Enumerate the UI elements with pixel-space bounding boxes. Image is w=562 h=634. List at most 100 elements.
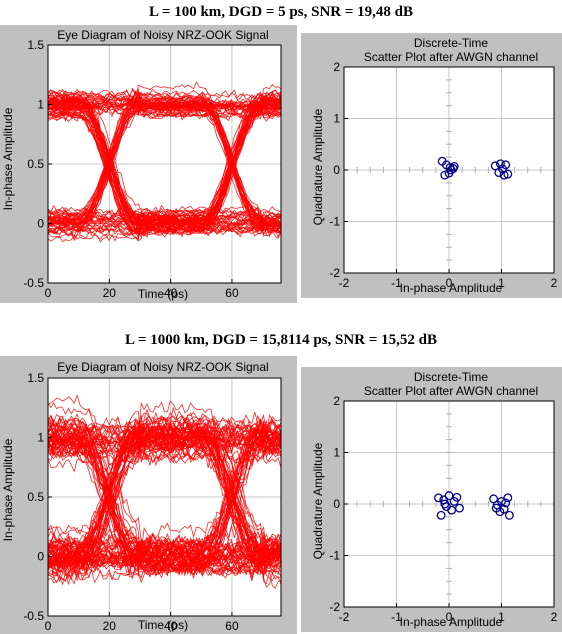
y-tick-label: 0.5 — [27, 490, 44, 504]
plot-border — [343, 400, 555, 608]
eye-trace — [48, 423, 281, 571]
eye-trace — [48, 531, 281, 570]
plot-border — [47, 377, 282, 617]
y-tick-label: -2 — [329, 600, 340, 614]
eye-trace — [48, 220, 281, 235]
eye-trace — [48, 402, 281, 566]
eye-trace — [48, 99, 281, 224]
eye-trace — [48, 114, 281, 241]
chart-title: Eye Diagram of Noisy NRZ-OOK Signal — [57, 28, 268, 42]
eye-trace — [48, 90, 281, 226]
eye-trace — [48, 434, 281, 458]
x-tick-label: -2 — [339, 610, 350, 624]
scatter-point — [440, 499, 450, 509]
plot-border — [343, 66, 555, 274]
eye-trace — [48, 93, 281, 113]
scatter-point — [504, 510, 514, 520]
scatter-point — [501, 498, 511, 508]
y-tick-label: 0 — [333, 163, 340, 177]
scatter-point — [499, 170, 509, 180]
x-tick-label: 0 — [446, 276, 453, 290]
eye-trace — [48, 94, 281, 229]
eye-diagram-chart-1: Eye Diagram of Noisy NRZ-OOK Signal Time… — [1, 28, 282, 301]
eye-trace — [48, 101, 281, 233]
scatter-point — [495, 159, 505, 169]
y-tick-label: -2 — [329, 266, 340, 280]
x-tick-label: 40 — [164, 619, 178, 633]
section-title-2: L = 1000 km, DGD = 15,8114 ps, SNR = 15,… — [125, 332, 437, 348]
eye-trace — [48, 549, 281, 580]
x-tick-label: 0 — [446, 610, 453, 624]
x-axis-label: Time (ps) — [138, 287, 188, 301]
eye-traces — [48, 81, 281, 243]
y-tick-label: 0 — [37, 550, 44, 564]
eye-trace — [48, 427, 281, 568]
chart-title: Eye Diagram of Noisy NRZ-OOK Signal — [57, 360, 268, 374]
y-tick-label: -1 — [329, 215, 340, 229]
eye-trace — [48, 423, 281, 559]
scatter-point — [436, 510, 446, 520]
eye-trace — [48, 430, 281, 455]
x-tick-label: -1 — [391, 610, 402, 624]
scatter-point — [449, 161, 459, 171]
x-axis-label: Time (ps) — [138, 618, 188, 632]
eye-diagram-panel-1: Eye Diagram of Noisy NRZ-OOK Signal Time… — [0, 25, 297, 303]
y-tick-label: 1 — [37, 98, 44, 112]
x-tick-label: 2 — [551, 610, 558, 624]
eye-traces — [48, 394, 281, 589]
scatter-point — [503, 493, 513, 503]
eye-trace — [48, 95, 281, 227]
eye-trace — [48, 529, 281, 569]
scatter-point — [491, 503, 501, 513]
y-axis-label: Quadrature Amplitude — [311, 108, 325, 225]
scatter-plot-panel-1: Discrete-Time Scatter Plot after AWGN ch… — [301, 33, 562, 298]
plot-border — [47, 44, 282, 284]
y-tick-label: 0 — [333, 497, 340, 511]
scatter-point — [501, 160, 511, 170]
eye-trace — [48, 83, 281, 239]
eye-trace — [48, 415, 281, 574]
eye-trace — [48, 431, 281, 567]
scatter-point — [503, 169, 513, 179]
eye-trace — [48, 432, 281, 561]
eye-trace — [48, 414, 281, 545]
scatter-point — [434, 493, 443, 503]
scatter-point — [440, 170, 450, 180]
y-tick-label: 0.5 — [27, 157, 44, 171]
x-axis-label: In-phase Amplitude — [400, 281, 503, 295]
eye-trace — [48, 213, 281, 242]
scatter-point — [447, 505, 457, 515]
scatter-plot-panel-2: Discrete-Time Scatter Plot after AWGN ch… — [301, 367, 562, 632]
eye-diagram-panel-2: Eye Diagram of Noisy NRZ-OOK Signal Time… — [0, 356, 297, 634]
scatter-point — [452, 492, 462, 502]
scatter-point — [490, 161, 500, 171]
eye-trace — [48, 99, 281, 226]
y-tick-label: 0 — [37, 217, 44, 231]
eye-trace — [48, 435, 281, 563]
x-tick-label: 40 — [164, 286, 178, 300]
y-tick-label: 1 — [333, 446, 340, 460]
scatter-point — [455, 503, 464, 513]
eye-trace — [48, 400, 281, 563]
x-tick-label: 20 — [103, 286, 117, 300]
eye-trace — [48, 210, 281, 236]
y-tick-label: 2 — [333, 394, 340, 408]
eye-trace — [48, 97, 281, 230]
y-tick-label: 1 — [333, 112, 340, 126]
eye-trace — [48, 97, 281, 110]
eye-trace — [48, 93, 281, 235]
x-tick-label: 0 — [45, 619, 52, 633]
y-tick-label: -0.5 — [23, 276, 44, 290]
y-tick-label: -0.5 — [23, 609, 44, 623]
section-title-1: L = 100 km, DGD = 5 ps, SNR = 19,48 dB — [148, 4, 414, 20]
x-tick-label: 20 — [103, 619, 117, 633]
y-tick-label: 2 — [333, 60, 340, 74]
eye-trace — [48, 425, 281, 569]
x-tick-label: 1 — [498, 276, 505, 290]
y-axis-label: In-phase Amplitude — [1, 438, 15, 541]
eye-trace — [48, 90, 281, 119]
chart-title-line-2: Scatter Plot after AWGN channel — [364, 384, 538, 398]
x-axis-label: In-phase Amplitude — [400, 615, 503, 629]
eye-trace — [48, 91, 281, 233]
chart-title-line-2: Scatter Plot after AWGN channel — [364, 50, 538, 64]
